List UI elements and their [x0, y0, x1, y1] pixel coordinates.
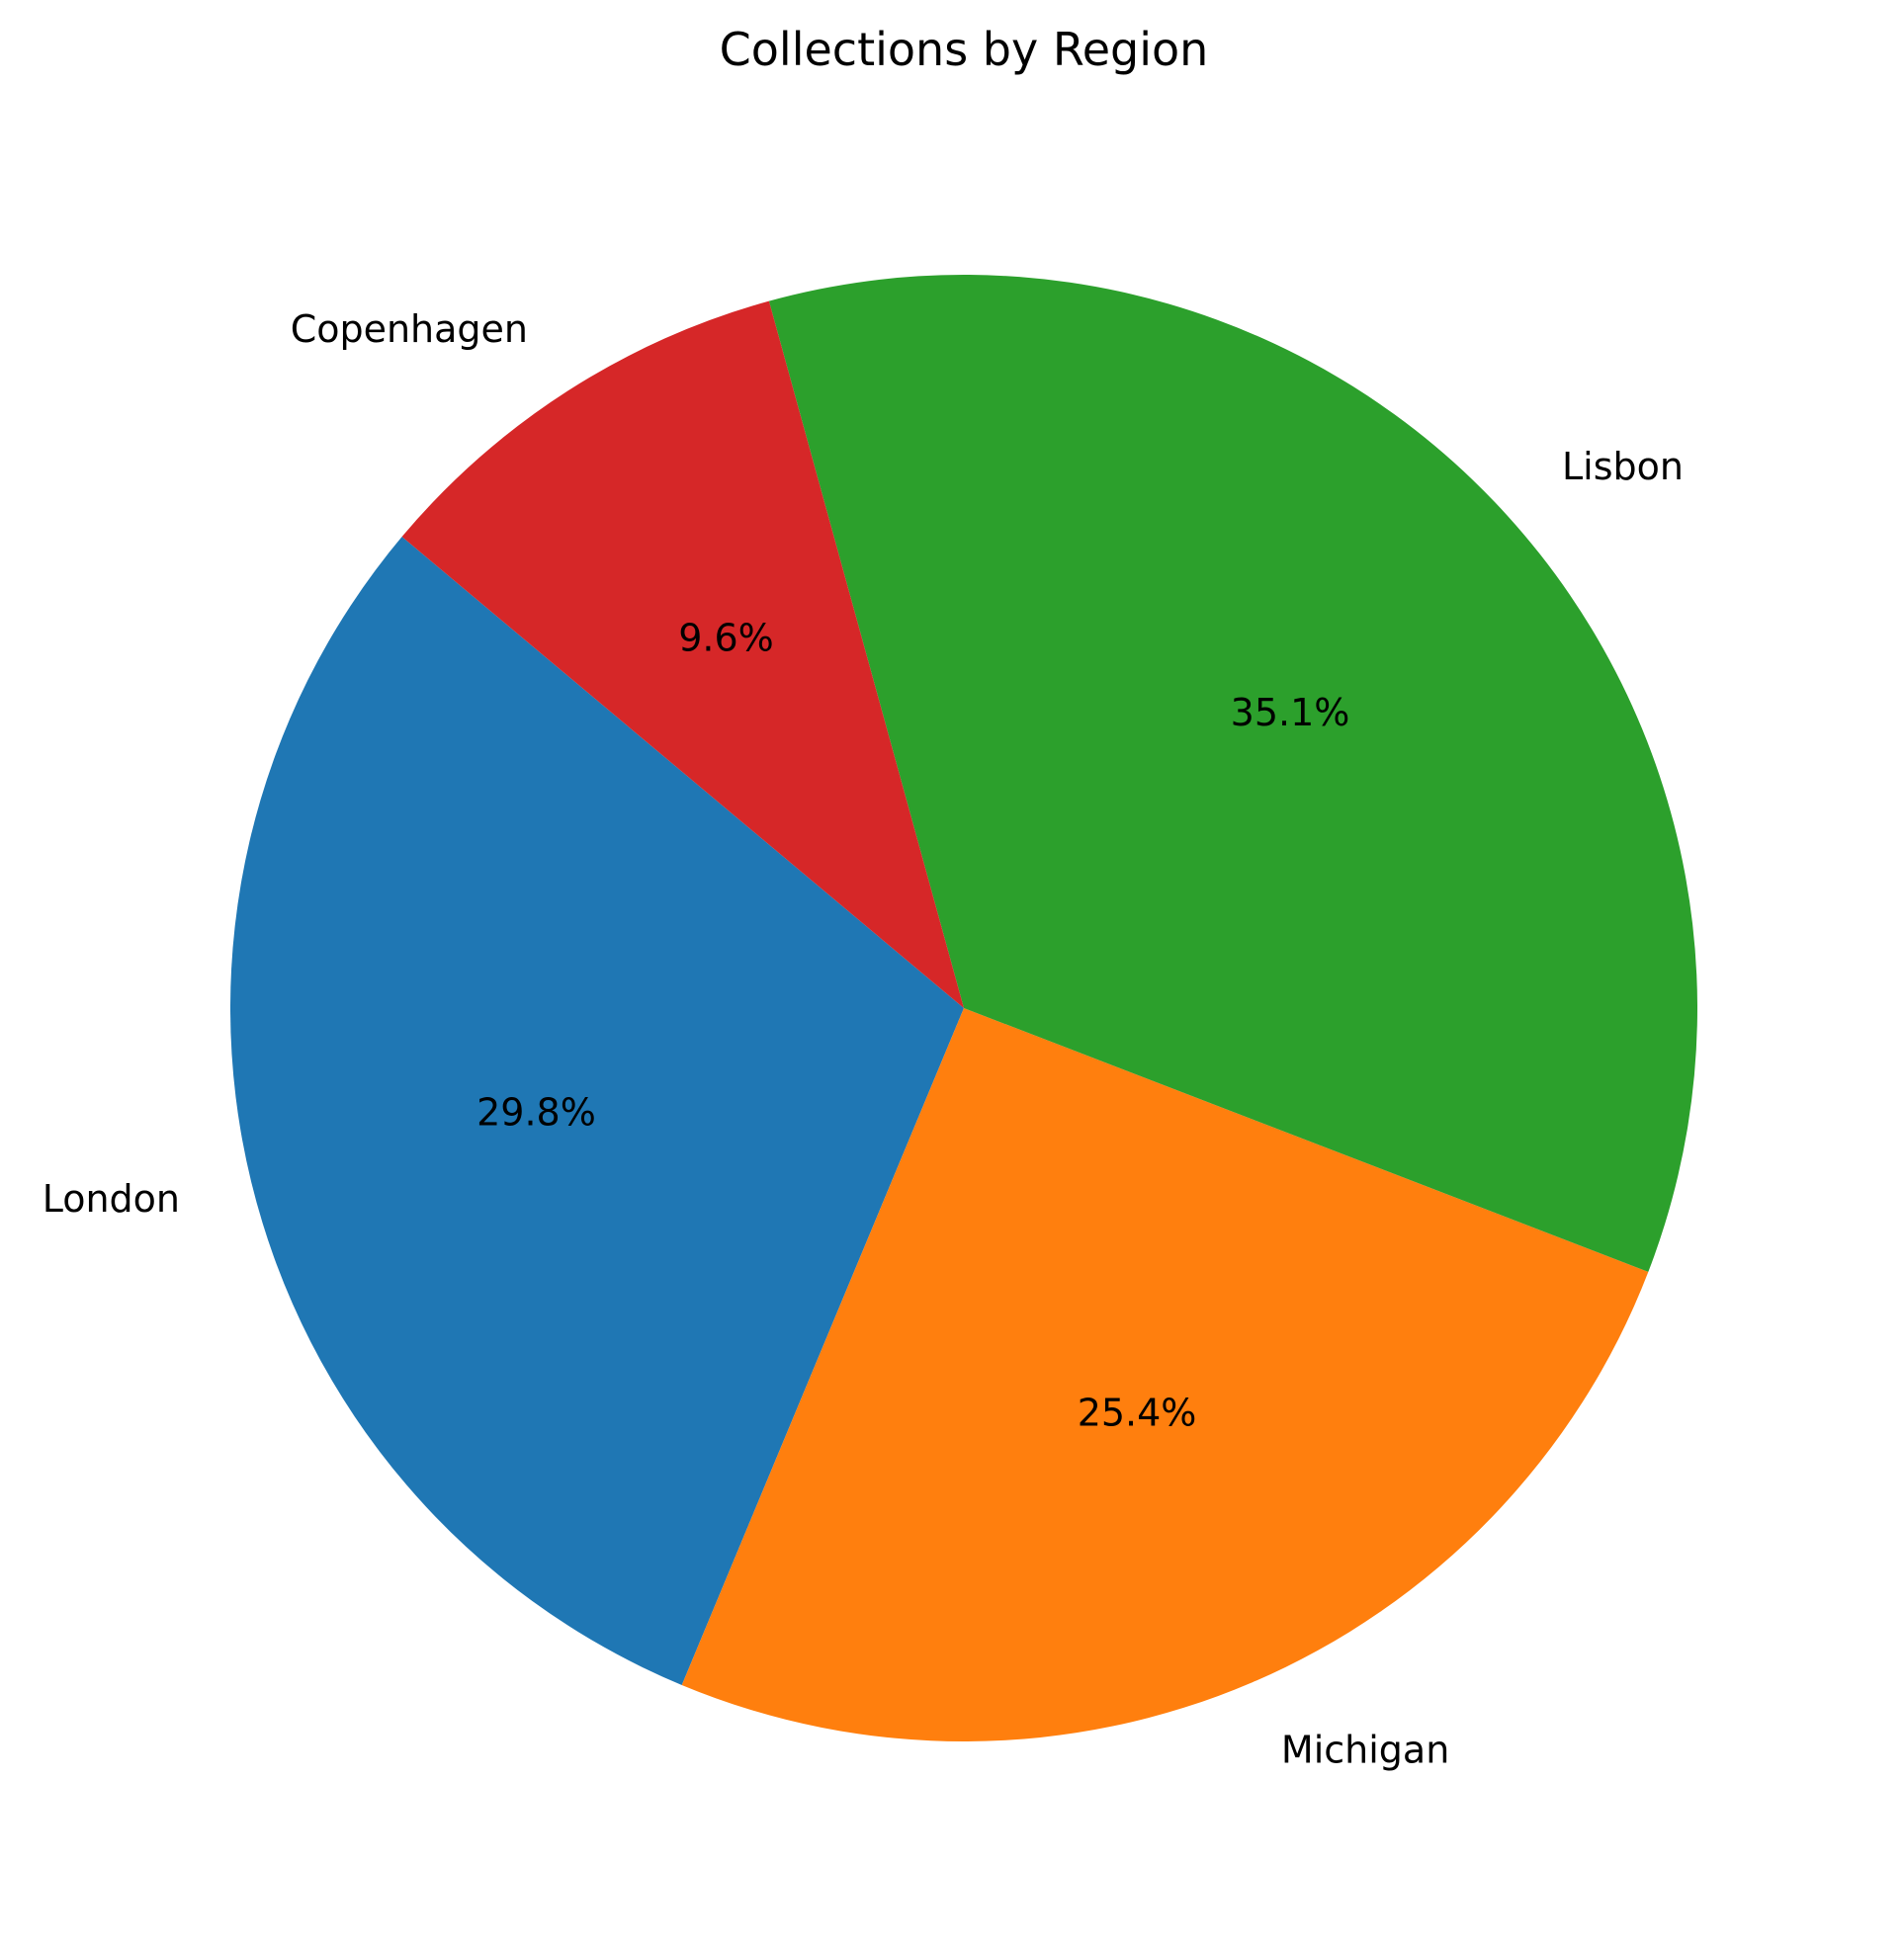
pie-slice-copenhagen: [401, 300, 964, 1008]
category-label-copenhagen: Copenhagen: [291, 307, 528, 351]
percent-label-london: 29.8%: [476, 1090, 596, 1134]
percent-label-michigan: 25.4%: [1078, 1391, 1197, 1434]
pie-slice-lisbon: [768, 275, 1697, 1272]
percent-labels: 29.8% 25.4% 35.1% 9.6%: [476, 616, 1349, 1434]
pie-slice-london: [230, 537, 964, 1685]
percent-label-copenhagen: 9.6%: [678, 616, 774, 659]
chart-title: Collections by Region: [720, 23, 1209, 76]
percent-label-lisbon: 35.1%: [1231, 691, 1350, 734]
category-label-london: London: [43, 1177, 180, 1221]
pie-slices: [230, 275, 1697, 1741]
category-label-lisbon: Lisbon: [1562, 445, 1684, 488]
category-labels: London Michigan Lisbon Copenhagen: [43, 307, 1684, 1771]
category-label-michigan: Michigan: [1281, 1728, 1449, 1771]
pie-slice-michigan: [681, 1008, 1649, 1741]
